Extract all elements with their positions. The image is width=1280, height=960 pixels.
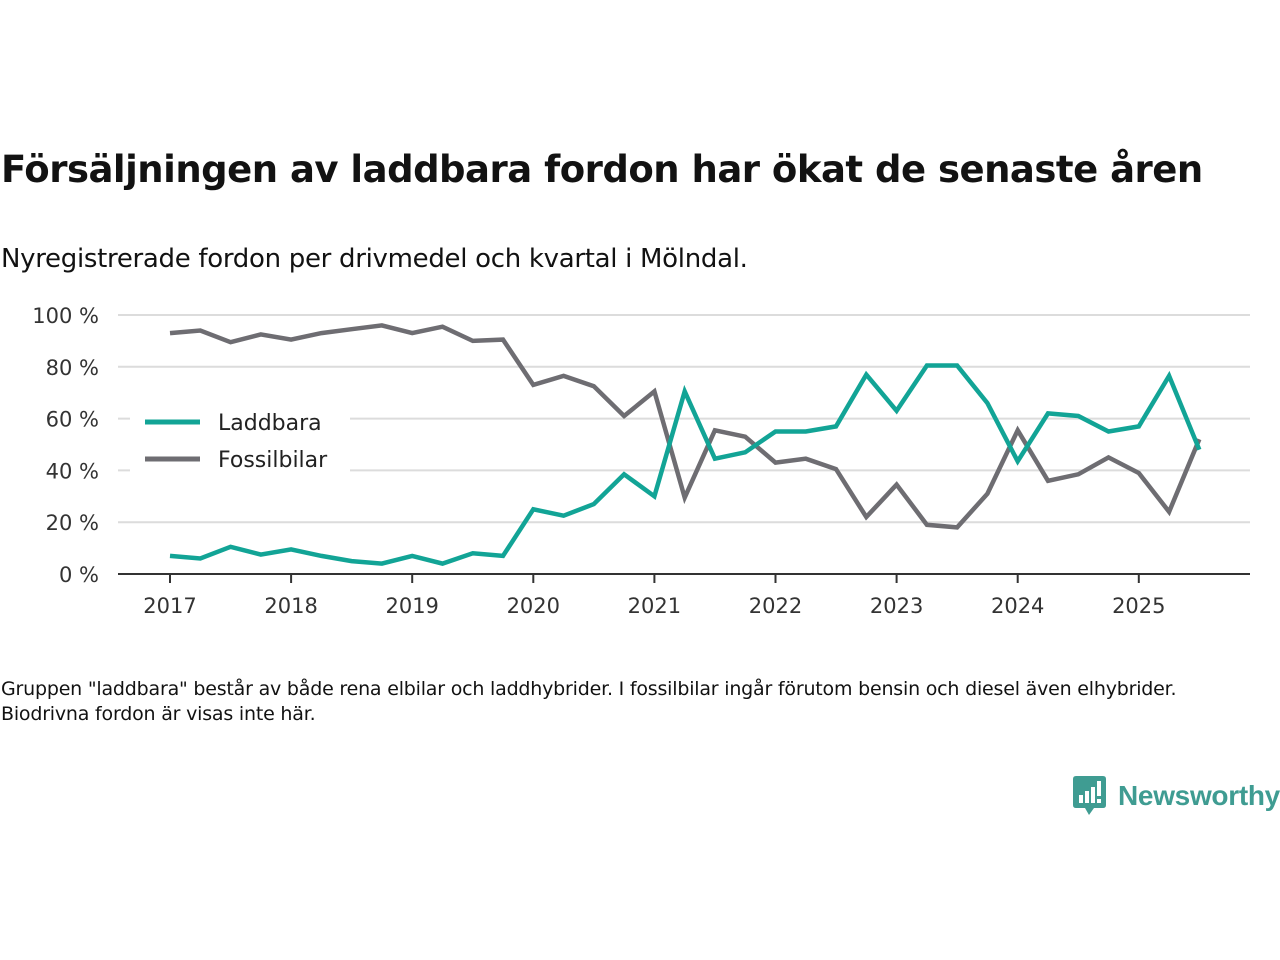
x-tick-label: 2024	[991, 594, 1044, 618]
bar-chart-speech-bubble-icon	[1073, 776, 1106, 815]
y-tick-label: 40 %	[46, 459, 99, 483]
x-tick-label: 2021	[628, 594, 681, 618]
y-tick-label: 0 %	[59, 563, 99, 587]
y-tick-label: 80 %	[46, 356, 99, 380]
x-tick-label: 2017	[143, 594, 196, 618]
legend-label: Laddbara	[218, 411, 322, 436]
y-tick-label: 100 %	[32, 304, 99, 328]
x-tick-label: 2019	[385, 594, 438, 618]
legend: Laddbara Fossilbilar	[130, 402, 350, 480]
chart-title: Försäljningen av laddbara fordon har öka…	[1, 148, 1203, 191]
line-chart: 0 % 20 % 40 % 60 % 80 % 100 % 2017 2018 2019 202…	[32, 304, 1250, 618]
x-tick-label: 2023	[870, 594, 923, 618]
newsworthy-logo[interactable]: Newsworthy	[1073, 776, 1280, 816]
chart-subtitle: Nyregistrerade fordon per drivmedel och …	[1, 244, 748, 274]
brand-name: Newsworthy	[1118, 780, 1280, 811]
y-tick-label: 60 %	[46, 408, 99, 432]
footnote: Gruppen "laddbara" består av både rena e…	[1, 678, 1177, 725]
legend-label: Fossilbilar	[218, 448, 328, 473]
x-tick-label: 2022	[749, 594, 802, 618]
series-lines	[169, 323, 1202, 566]
legend-background	[130, 402, 350, 480]
x-tick-label: 2025	[1112, 594, 1165, 618]
y-tick-label: 20 %	[46, 511, 99, 535]
x-tick-label: 2020	[507, 594, 560, 618]
x-axis: 2017 2018 2019 2020 2021 2022 2023 2024 2025	[118, 573, 1250, 618]
y-axis-ticks: 0 % 20 % 40 % 60 % 80 % 100 %	[32, 304, 99, 587]
x-tick-label: 2018	[264, 594, 317, 618]
